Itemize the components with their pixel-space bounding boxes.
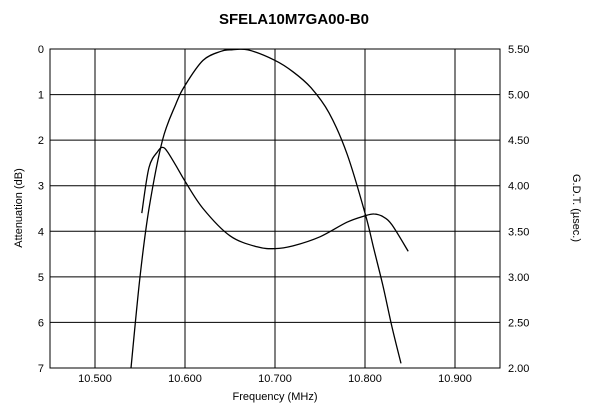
y-axis-label: Attenuation (dB) [13,168,25,248]
grid-lines [50,49,500,368]
y-tick-label: 5 [38,272,44,284]
x-tick-label: 10.500 [78,373,112,385]
y2-tick-label: 2.00 [508,363,529,375]
y2-tick-label: 4.50 [508,135,529,147]
attenuation-series-line [130,48,402,369]
x-tick-label: 10.900 [438,373,472,385]
y-tick-label: 7 [38,363,44,375]
y-tick-label: 1 [38,90,44,102]
y2-tick-label: 2.50 [508,317,529,329]
y2-axis-label: G.D.T. (µsec.) [570,174,582,242]
tick-labels: 10.500 10.600 10.700 10.800 10.900 0 1 2 3 4 5 6 7 5.… [38,44,530,385]
chart-title: SFELA10M7GA00-B0 [219,11,369,28]
x-tick-label: 10.700 [258,373,292,385]
x-axis-label: Frequency (MHz) [233,391,318,403]
y-tick-label: 4 [38,226,44,238]
y-tick-label: 3 [38,181,44,193]
y2-tick-label: 5.50 [508,44,529,56]
y-tick-label: 0 [38,44,44,56]
y2-tick-label: 4.00 [508,181,529,193]
y-tick-label: 6 [38,317,44,329]
y2-tick-label: 3.00 [508,272,529,284]
y2-tick-label: 5.00 [508,90,529,102]
x-tick-label: 10.800 [348,373,382,385]
series-group [130,48,409,369]
y-tick-label: 2 [38,135,44,147]
y2-tick-label: 3.50 [508,226,529,238]
gdt-series-line [141,146,409,252]
x-tick-label: 10.600 [168,373,202,385]
